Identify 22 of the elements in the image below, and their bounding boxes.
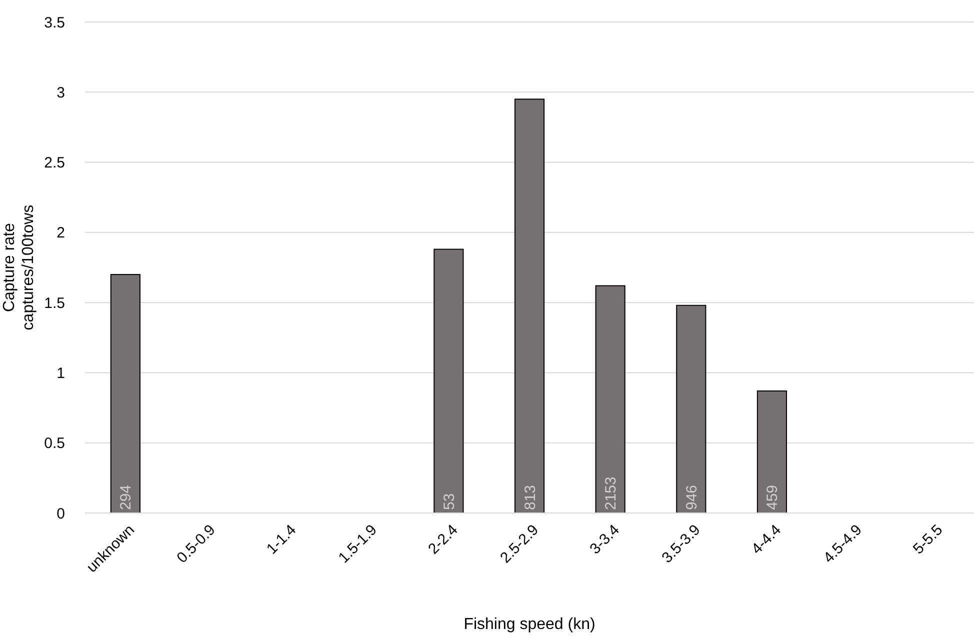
bar xyxy=(676,304,706,514)
annotation: 53 xyxy=(440,493,458,510)
x-axis-title: Fishing speed (kn) xyxy=(464,616,596,633)
bar xyxy=(756,390,787,514)
annotation: 813 xyxy=(522,484,539,510)
y-tick-label: 3 xyxy=(56,84,65,102)
bar xyxy=(110,274,140,514)
y-tick-label: 1 xyxy=(56,364,65,382)
annotation: 459 xyxy=(764,484,782,510)
y-axis-title: Capture rate captures/100tows xyxy=(1,204,38,330)
annotation: 946 xyxy=(683,484,700,510)
y-tick-label: 0.5 xyxy=(44,435,65,452)
annotation: 294 xyxy=(118,484,135,510)
bar xyxy=(434,248,464,514)
y-tick-label: 0 xyxy=(56,505,65,522)
y-tick-label: 1.5 xyxy=(44,294,65,312)
annotation: 2153 xyxy=(602,476,620,510)
bar xyxy=(595,285,626,514)
y-tick-label: 2 xyxy=(56,224,65,242)
bar xyxy=(514,98,545,514)
y-tick-label: 2.5 xyxy=(44,154,65,172)
y-tick-label: 3.5 xyxy=(44,14,65,32)
